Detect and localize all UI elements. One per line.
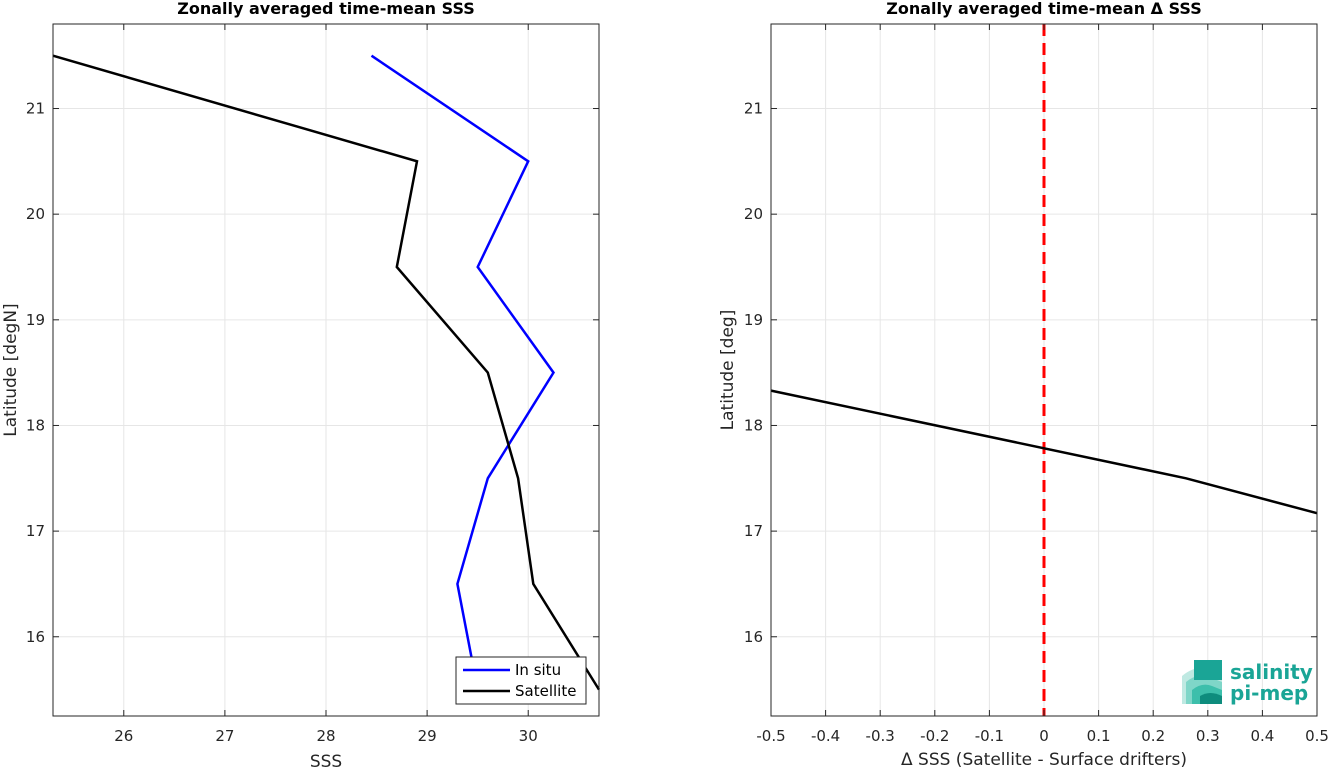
legend-label-satellite: Satellite <box>515 682 576 700</box>
y-tick-label: 19 <box>744 311 763 329</box>
x-tick-label: 28 <box>316 727 335 745</box>
legend-label-in-situ: In situ <box>515 661 561 679</box>
x-tick-label: 29 <box>418 727 437 745</box>
panel-sss: Zonally averaged time-mean SSS 26 27 28 29 3… <box>1 0 601 769</box>
y-tick-label: 20 <box>26 205 45 223</box>
x-tick-label: 0.1 <box>1087 727 1111 745</box>
y-tick-label: 17 <box>26 522 45 540</box>
x-tick-label: -0.2 <box>920 727 949 745</box>
y-tick-label: 20 <box>744 205 763 223</box>
wave-logo-icon <box>1182 660 1222 704</box>
series-line-in-situ <box>370 54 556 690</box>
x-tick-label: 30 <box>519 727 538 745</box>
y-axis-label: Latitude [deg] <box>718 310 738 431</box>
salinity-pi-mep-logo: salinity pi-mep <box>1182 660 1313 705</box>
logo-text-pi-mep: pi-mep <box>1230 681 1308 705</box>
x-tick-label: -0.3 <box>866 727 895 745</box>
y-axis-label: Latitude [degN] <box>1 303 21 436</box>
x-tick-label: 0.3 <box>1196 727 1220 745</box>
x-axis-label: SSS <box>310 752 342 769</box>
y-tick-label: 18 <box>26 416 45 434</box>
y-tick-label: 17 <box>744 522 763 540</box>
x-tick-label: 27 <box>215 727 234 745</box>
legend: In situ Satellite <box>455 656 587 705</box>
legend-box <box>455 656 587 705</box>
x-tick-label: -0.1 <box>975 727 1004 745</box>
x-tick-label: 0.2 <box>1141 727 1165 745</box>
y-tick-label: 19 <box>26 311 45 329</box>
x-tick-label: -0.4 <box>811 727 840 745</box>
x-tick-label: 26 <box>114 727 133 745</box>
y-tick-label: 21 <box>26 100 45 118</box>
panel-delta-sss: Zonally averaged time-mean Δ SSS -0.5 -0.… <box>718 0 1329 769</box>
y-tick-label: 18 <box>744 416 763 434</box>
series-line-satellite <box>52 54 601 691</box>
y-tick-label: 21 <box>744 100 763 118</box>
x-tick-label: 0.5 <box>1305 727 1329 745</box>
series-line-delta-sss <box>770 389 1318 515</box>
chart-title: Zonally averaged time-mean SSS <box>177 0 475 18</box>
x-tick-label: -0.5 <box>756 727 785 745</box>
y-tick-label: 16 <box>744 628 763 646</box>
chart-title: Zonally averaged time-mean Δ SSS <box>886 0 1202 18</box>
logo-text-salinity: salinity <box>1230 660 1313 684</box>
y-tick-label: 16 <box>26 628 45 646</box>
x-tick-label: 0.4 <box>1250 727 1274 745</box>
x-tick-label: 0 <box>1039 727 1049 745</box>
x-axis-label: Δ SSS (Satellite - Surface drifters) <box>901 750 1187 769</box>
